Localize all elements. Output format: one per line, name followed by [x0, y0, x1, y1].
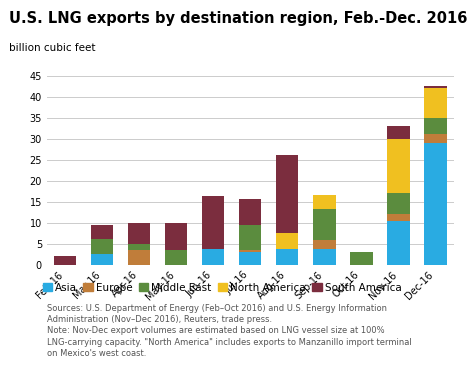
Bar — [351, 252, 373, 265]
Bar — [276, 249, 299, 265]
Bar — [128, 223, 150, 243]
Bar — [313, 209, 336, 240]
Bar — [388, 193, 410, 214]
Legend: Asia, Europe, Middle East, North America, South America: Asia, Europe, Middle East, North America… — [43, 283, 402, 293]
Bar — [202, 249, 225, 265]
Bar — [91, 225, 113, 239]
Bar — [388, 139, 410, 193]
Bar — [128, 243, 150, 250]
Bar — [165, 223, 188, 250]
Bar — [91, 254, 113, 265]
Bar — [424, 118, 446, 135]
Bar — [165, 250, 188, 265]
Bar — [276, 233, 299, 249]
Bar — [313, 240, 336, 249]
Bar — [276, 155, 299, 233]
Bar — [388, 214, 410, 220]
Bar — [239, 200, 262, 225]
Bar — [313, 195, 336, 209]
Bar — [239, 225, 262, 250]
Text: U.S. LNG exports by destination region, Feb.-Dec. 2016: U.S. LNG exports by destination region, … — [9, 11, 468, 26]
Bar — [424, 86, 446, 88]
Bar — [128, 250, 150, 265]
Bar — [388, 220, 410, 265]
Bar — [239, 252, 262, 265]
Bar — [239, 250, 262, 252]
Text: Sources: U.S. Department of Energy (Feb–Oct 2016) and U.S. Energy Information
Ad: Sources: U.S. Department of Energy (Feb–… — [47, 304, 411, 358]
Bar — [424, 88, 446, 118]
Bar — [54, 256, 76, 265]
Bar — [313, 249, 336, 265]
Bar — [202, 196, 225, 249]
Bar — [91, 239, 113, 254]
Bar — [424, 135, 446, 143]
Bar — [424, 143, 446, 265]
Text: billion cubic feet: billion cubic feet — [9, 43, 96, 53]
Bar — [388, 126, 410, 139]
